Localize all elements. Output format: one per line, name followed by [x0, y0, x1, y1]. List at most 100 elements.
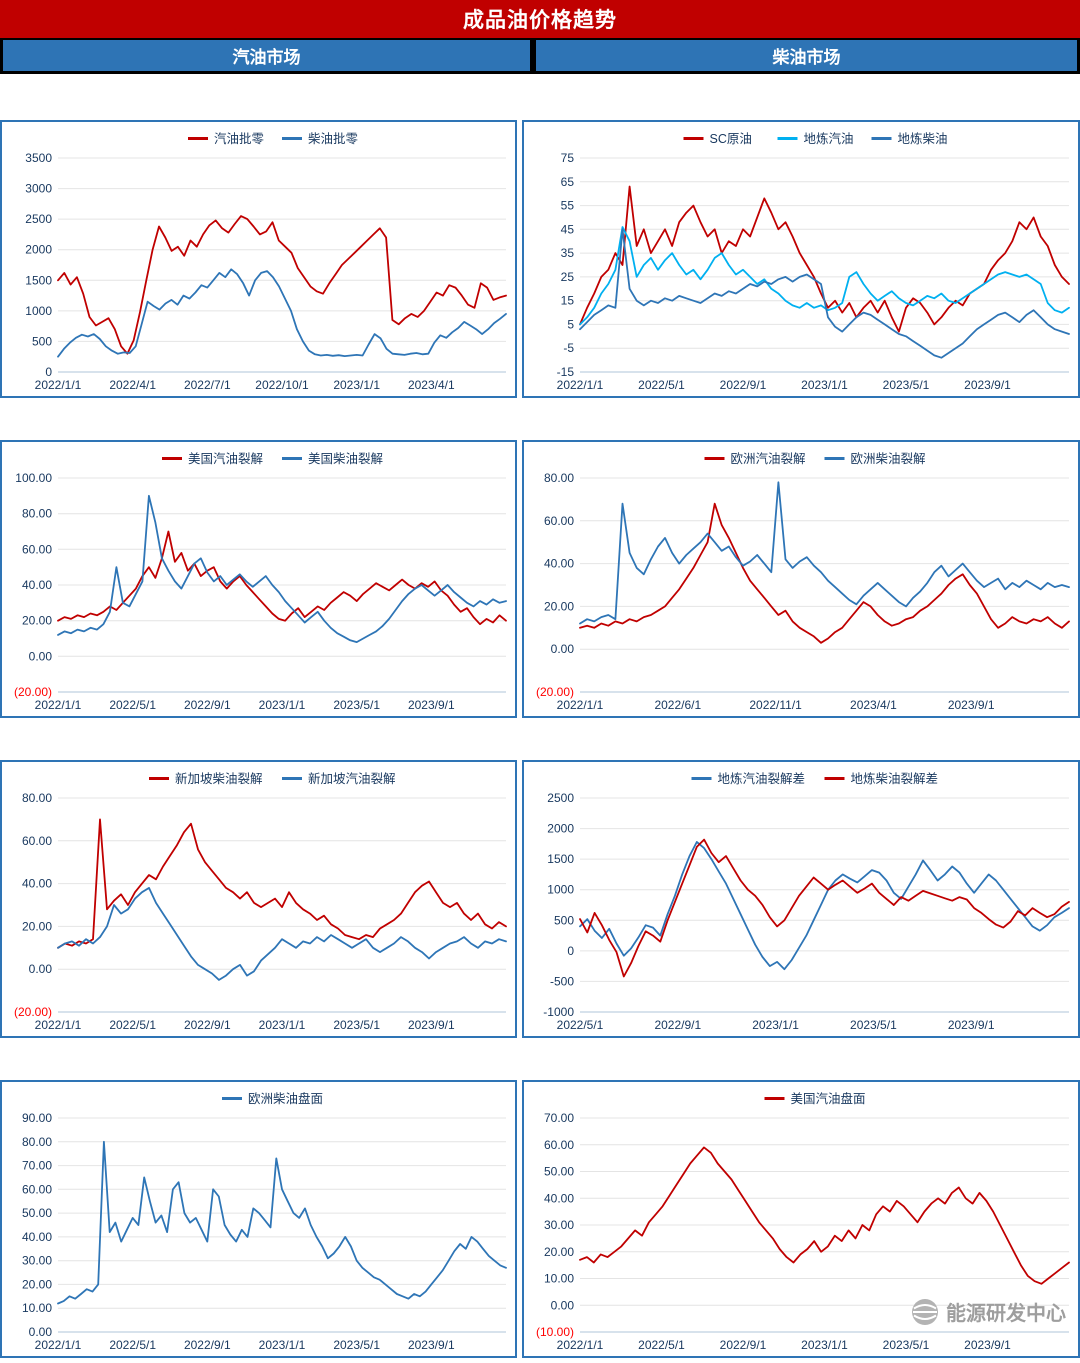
legend-label: 地炼汽油 — [804, 131, 854, 146]
legend-label: 美国汽油盘面 — [791, 1091, 866, 1106]
y-tick-label: 1500 — [547, 852, 574, 866]
x-tick-label: 2023/5/1 — [883, 1338, 930, 1352]
x-tick-label: 2022/4/1 — [109, 378, 156, 392]
legend-label: 欧洲柴油裂解 — [851, 452, 926, 466]
y-tick-label: 30.00 — [22, 1254, 52, 1268]
chart-us-crack-spreads: 100.00 80.00 60.00 40.00 20.00 0.00 (20.00) 202… — [0, 440, 517, 718]
legend-label: 欧洲柴油盘面 — [248, 1091, 323, 1106]
legend-label: 地炼汽油裂解差 — [718, 771, 806, 786]
europe-crack-spreads-plot: 80.00 60.00 40.00 20.00 0.00 (20.00)2022/1/1 2… — [536, 451, 1070, 712]
legend-swatch — [282, 777, 302, 780]
y-tick-label: 20.00 — [544, 599, 574, 613]
series-line-0 — [57, 818, 507, 949]
x-tick-label: 2023/5/1 — [883, 378, 930, 392]
y-tick-label: 1500 — [25, 273, 52, 287]
legend-swatch — [871, 137, 892, 140]
market-column-headers: 汽油市场 柴油市场 — [0, 38, 1080, 74]
y-tick-label: 0 — [45, 365, 52, 379]
x-tick-label: 2022/1/1 — [35, 698, 82, 712]
legend-swatch — [704, 457, 725, 460]
y-tick-label: 20.00 — [22, 614, 52, 628]
y-tick-label: 45 — [561, 222, 575, 236]
y-tick-label: 0.00 — [29, 649, 53, 663]
y-tick-label: 80.00 — [22, 791, 52, 805]
page-title: 成品油价格趋势 — [463, 9, 617, 32]
x-tick-label: 2023/5/1 — [333, 1338, 380, 1352]
x-tick-label: 2023/4/1 — [850, 698, 897, 712]
legend-label: 地炼柴油裂解差 — [851, 771, 939, 786]
y-tick-label: 2500 — [25, 212, 52, 226]
y-tick-label: 60.00 — [22, 834, 52, 848]
x-tick-label: 2022/1/1 — [557, 378, 604, 392]
x-tick-label: 2022/5/1 — [638, 1338, 685, 1352]
legend-label: 欧洲汽油裂解 — [731, 451, 806, 466]
header-divider — [530, 40, 536, 71]
x-tick-label: 2023/5/1 — [333, 698, 380, 712]
y-tick-label: 20.00 — [22, 1277, 52, 1291]
y-tick-label: 80.00 — [22, 1135, 52, 1149]
y-tick-label: 500 — [32, 334, 52, 348]
y-tick-label: 0 — [567, 944, 574, 958]
legend-label: 柴油批零 — [308, 131, 359, 146]
x-tick-label: 2022/9/1 — [720, 378, 767, 392]
chart-us-gasoline-futures: 70.00 60.00 50.00 40.00 30.00 20.00 10.00 0.00 (… — [522, 1080, 1080, 1358]
x-tick-label: 2022/5/1 — [109, 1018, 156, 1032]
y-tick-label: 2000 — [547, 822, 574, 836]
y-tick-label: 2500 — [547, 791, 574, 805]
series-line-1 — [57, 887, 507, 981]
x-tick-label: 2022/5/1 — [109, 698, 156, 712]
legend-label: 美国汽油裂解 — [188, 451, 263, 466]
series-line-0 — [579, 185, 1070, 333]
legend-swatch — [824, 777, 845, 780]
y-tick-label: 20.00 — [22, 919, 52, 933]
series-line-0 — [57, 215, 507, 355]
column-header-diesel-market: 柴油市场 — [772, 48, 841, 67]
legend-label: 汽油批零 — [214, 131, 265, 146]
series-line-0 — [57, 1140, 507, 1305]
europe-diesel-futures-plot: 90.00 80.00 70.00 60.00 50.00 40.00 30.00 20.00… — [22, 1091, 507, 1352]
legend-label: 新加坡汽油裂解 — [308, 771, 396, 786]
y-tick-label: 90.00 — [22, 1111, 52, 1125]
legend-swatch — [777, 137, 798, 140]
charts-grid: 3500 3000 2500 2000 1500 1000 500 0 2022/1/1 2022… — [0, 120, 1080, 1358]
y-tick-label: 5 — [567, 317, 574, 331]
x-tick-label: 2023/9/1 — [948, 1018, 995, 1032]
y-tick-label: 3000 — [25, 182, 52, 196]
series-line-0 — [579, 502, 1070, 644]
y-tick-label: 60.00 — [544, 514, 574, 528]
y-tick-label: 80.00 — [22, 507, 52, 521]
legend-swatch — [691, 777, 712, 780]
chart-gasoline-diesel-wholesale-retail: 3500 3000 2500 2000 1500 1000 500 0 2022/1/1 2022… — [0, 120, 517, 398]
y-tick-label: 15 — [561, 294, 575, 308]
x-tick-label: 2023/1/1 — [333, 378, 380, 392]
y-tick-label: (10.00) — [536, 1325, 574, 1339]
legend-label: 新加坡柴油裂解 — [175, 771, 263, 786]
series-line-1 — [57, 494, 507, 644]
column-header-gasoline-market: 汽油市场 — [232, 48, 301, 67]
y-tick-label: 0.00 — [551, 1298, 575, 1312]
legend-label: SC原油 — [710, 132, 752, 146]
y-tick-label: 40.00 — [544, 557, 574, 571]
y-tick-label: (20.00) — [536, 685, 574, 699]
y-tick-label: 75 — [561, 151, 575, 165]
x-tick-label: 2022/5/1 — [557, 1018, 604, 1032]
y-tick-label: 50.00 — [22, 1206, 52, 1220]
legend-swatch — [222, 1097, 242, 1100]
x-tick-label: 2023/9/1 — [408, 1018, 455, 1032]
x-tick-label: 2022/5/1 — [109, 1338, 156, 1352]
x-tick-label: 2023/9/1 — [408, 1338, 455, 1352]
y-tick-label: 70.00 — [22, 1159, 52, 1173]
x-tick-label: 2023/1/1 — [259, 1338, 306, 1352]
y-tick-label: 65 — [561, 175, 575, 189]
y-tick-label: 55 — [561, 199, 575, 213]
x-tick-label: 2023/1/1 — [752, 1018, 799, 1032]
y-tick-label: 100.00 — [15, 471, 52, 485]
x-tick-label: 2023/9/1 — [964, 1338, 1011, 1352]
series-line-0 — [57, 530, 507, 626]
series-line-1 — [579, 838, 1070, 978]
y-tick-label: 80.00 — [544, 471, 574, 485]
series-line-2 — [579, 228, 1070, 359]
x-tick-label: 2022/9/1 — [654, 1018, 701, 1032]
y-tick-label: -500 — [550, 974, 574, 988]
